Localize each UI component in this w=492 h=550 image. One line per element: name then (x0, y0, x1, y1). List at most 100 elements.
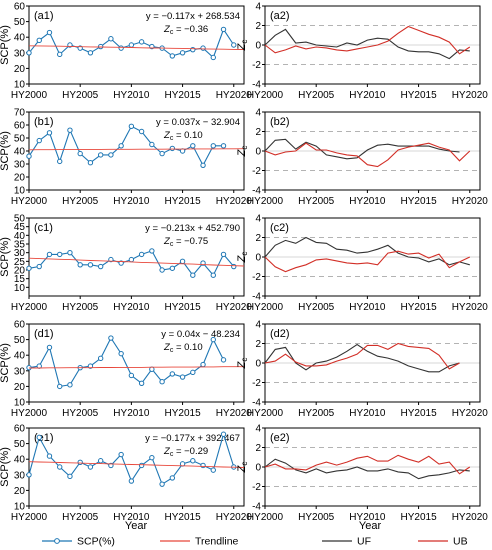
y-tick-label: 15 (14, 274, 26, 285)
data-point (77, 459, 83, 466)
data-point (179, 258, 186, 265)
data-point (200, 45, 206, 51)
panel-b2: -4 -2 0 2 4 HY2000 HY2005 HY2010 HY2015 HY2020 Zc (… (236, 108, 488, 208)
data-point (149, 366, 155, 372)
y-tick-label: 4 (255, 424, 261, 435)
y-tick-label: -2 (252, 272, 261, 283)
panel-label: (a1) (34, 10, 54, 22)
zc-value: Zc = −0.36 (163, 24, 208, 36)
y-tick-label: 20 (14, 266, 26, 277)
series-ub-line (264, 342, 460, 370)
x-tick-label: HY2010 (113, 408, 150, 419)
x-tick-label: HY2020 (452, 302, 489, 313)
legend-item-trendline: Trendline (160, 536, 239, 548)
x-tick-label: HY2000 (11, 302, 48, 313)
x-tick-label: HY2010 (349, 196, 386, 207)
x-tick-label: HY2000 (11, 196, 48, 207)
data-point (46, 344, 53, 351)
plot-frame (28, 427, 245, 507)
legend-marker (54, 538, 60, 544)
panel-d2: -4 -2 0 2 4 HY2000 HY2005 HY2010 HY2015 HY2020 Zc (… (236, 320, 488, 420)
data-point (26, 153, 32, 159)
data-point (220, 251, 227, 258)
data-point (220, 143, 227, 149)
data-point (36, 434, 42, 441)
y-tick-label: 60 (14, 424, 26, 435)
data-point (138, 251, 145, 258)
y-tick-label: -4 (252, 80, 261, 91)
data-point (138, 128, 145, 135)
data-point (159, 379, 165, 385)
y-tick-label: 60 (14, 320, 26, 331)
data-point (46, 251, 53, 258)
x-tick-label: HY2005 (62, 90, 99, 101)
data-point (118, 45, 124, 51)
y-tick-label: 2 (255, 339, 261, 350)
y-tick-label: -2 (252, 482, 261, 493)
x-tick-label: HY2020 (216, 512, 253, 523)
data-point (210, 54, 216, 61)
x-tick-label: HY2015 (401, 302, 438, 313)
y-tick-label: 2 (255, 21, 261, 32)
panel-label: (d1) (34, 328, 54, 340)
y-tick-label: 20 (14, 173, 26, 184)
x-tick-label: HY2015 (401, 408, 438, 419)
data-point (190, 143, 196, 149)
x-tick-label: HY2010 (113, 512, 150, 523)
x-tick-label: HY2010 (349, 512, 386, 523)
x-tick-label: HY2015 (165, 512, 202, 523)
y-tick-label: 40 (14, 231, 26, 242)
data-point (231, 263, 237, 270)
x-tick-label: HY2000 (247, 302, 284, 313)
x-axis-title-left: Year (125, 520, 148, 532)
y-tick-label: 10 (14, 80, 26, 91)
data-point (87, 464, 94, 470)
data-point (190, 458, 196, 464)
series-ub-line (264, 142, 471, 168)
data-point (67, 473, 73, 480)
y-tick-label: 10 (14, 502, 26, 513)
data-point (97, 458, 104, 464)
y-axis-label: Zc (236, 358, 249, 370)
data-point (67, 127, 73, 133)
x-tick-label: HY2000 (247, 90, 284, 101)
x-tick-label: HY2015 (165, 196, 202, 207)
y-tick-label: 0 (255, 147, 261, 158)
data-point (97, 263, 104, 270)
panel-label: (c1) (34, 222, 53, 234)
series-trendline-line (28, 257, 245, 267)
legend-item-uf: UF (322, 536, 371, 548)
trend-equation: y = 0.04x − 48.234 (161, 329, 240, 340)
y-tick-label: 30 (14, 470, 26, 481)
data-point (108, 152, 114, 158)
plot-frame (28, 5, 245, 85)
data-point (67, 249, 73, 256)
y-tick-label: 50 (14, 335, 26, 346)
y-tick-label: 50 (14, 134, 26, 145)
y-tick-label: 30 (14, 248, 26, 259)
data-point (26, 265, 32, 271)
y-tick-label: -2 (252, 166, 261, 177)
panel-label: (e2) (270, 432, 290, 444)
data-point (210, 467, 216, 473)
x-tick-label: HY2020 (452, 90, 489, 101)
x-tick-label: HY2015 (165, 408, 202, 419)
series-uf-line (264, 28, 470, 60)
panel-label: (a2) (270, 10, 290, 22)
data-point (149, 141, 155, 148)
data-point (210, 272, 216, 278)
data-point (169, 53, 176, 59)
x-tick-label: HY2000 (247, 512, 284, 523)
data-point (159, 481, 165, 487)
data-point (57, 464, 63, 470)
y-tick-label: 4 (255, 2, 261, 13)
x-tick-label: HY2020 (216, 408, 253, 419)
y-tick-label: 45 (14, 222, 26, 233)
data-point (108, 36, 114, 42)
x-tick-label: HY2000 (11, 512, 48, 523)
zc-value: Zc = 0.10 (163, 130, 203, 142)
data-point (220, 431, 227, 437)
x-tick-label: HY2005 (298, 512, 335, 523)
data-point (220, 357, 227, 363)
